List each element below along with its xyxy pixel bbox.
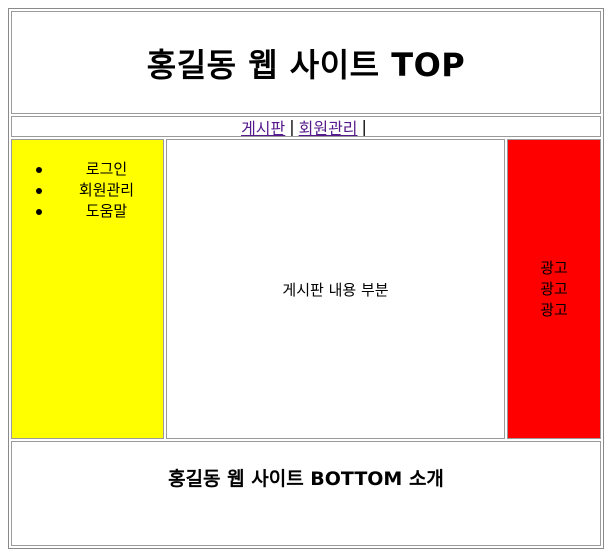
- page-layout-table: 홍길동 웹 사이트 TOP 게시판 | 회원관리 | 로그인 회원관리 도움말 …: [8, 8, 604, 549]
- nav-link-member-management[interactable]: 회원관리: [298, 118, 358, 138]
- sidebar-item-login[interactable]: 로그인: [12, 159, 163, 180]
- sidebar-item-help[interactable]: 도움말: [12, 201, 163, 222]
- bullet-icon: [36, 209, 42, 215]
- ad-sidebar: 광고 광고 광고: [507, 139, 601, 439]
- bullet-icon: [36, 167, 42, 173]
- nav-bar: 게시판 | 회원관리 |: [11, 116, 601, 138]
- ad-label: 광고: [540, 300, 568, 319]
- ad-label: 광고: [540, 279, 568, 298]
- sidebar-item-label: 회원관리: [78, 181, 135, 199]
- footer-cell: 홍길동 웹 사이트 BOTTOM 소개: [11, 441, 601, 546]
- main-content: 게시판 내용 부분: [166, 139, 505, 439]
- sidebar-item-member-management[interactable]: 회원관리: [12, 180, 163, 201]
- page-title: 홍길동 웹 사이트 TOP: [146, 45, 466, 84]
- header-cell: 홍길동 웹 사이트 TOP: [11, 11, 601, 114]
- bullet-icon: [36, 188, 42, 194]
- nav-separator: |: [361, 117, 367, 136]
- nav-link-board[interactable]: 게시판: [241, 118, 286, 138]
- sidebar-menu: 로그인 회원관리 도움말: [12, 159, 163, 222]
- sidebar-item-label: 도움말: [85, 202, 128, 220]
- footer-text: 홍길동 웹 사이트 BOTTOM 소개: [168, 468, 444, 490]
- ad-label: 광고: [540, 258, 568, 277]
- nav-separator: |: [289, 117, 295, 136]
- left-sidebar: 로그인 회원관리 도움말: [11, 139, 164, 439]
- sidebar-item-label: 로그인: [85, 160, 128, 178]
- board-content-text: 게시판 내용 부분: [282, 280, 389, 299]
